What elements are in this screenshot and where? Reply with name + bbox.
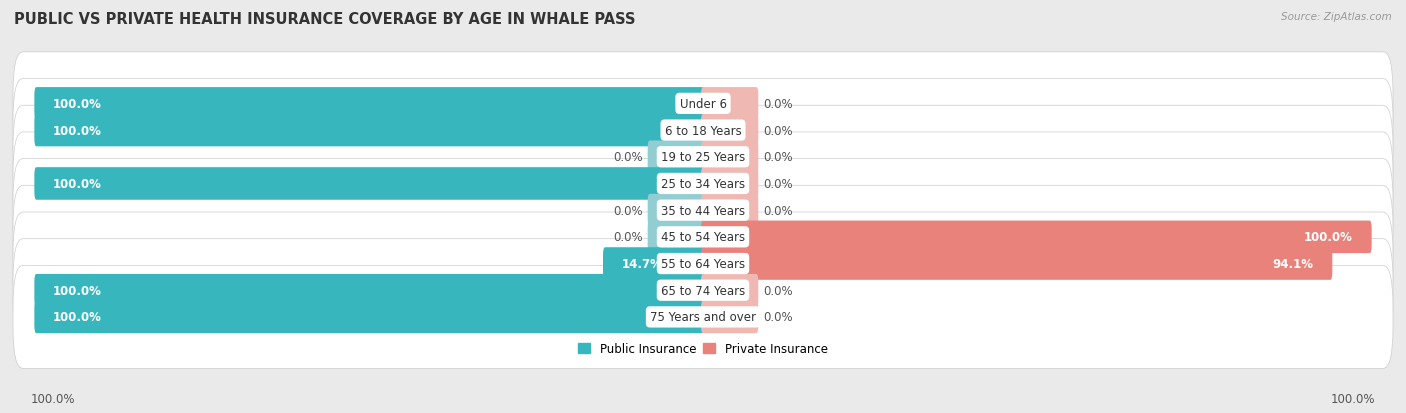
FancyBboxPatch shape <box>702 195 758 227</box>
Text: 0.0%: 0.0% <box>613 231 643 244</box>
Text: 0.0%: 0.0% <box>763 284 793 297</box>
FancyBboxPatch shape <box>702 168 758 200</box>
FancyBboxPatch shape <box>702 248 1333 280</box>
FancyBboxPatch shape <box>13 133 1393 235</box>
Text: 100.0%: 100.0% <box>1305 231 1353 244</box>
Text: 14.7%: 14.7% <box>621 257 662 271</box>
FancyBboxPatch shape <box>603 248 704 280</box>
Text: 0.0%: 0.0% <box>613 204 643 217</box>
FancyBboxPatch shape <box>34 301 704 333</box>
Text: 0.0%: 0.0% <box>763 178 793 190</box>
Text: Under 6: Under 6 <box>679 97 727 111</box>
Legend: Public Insurance, Private Insurance: Public Insurance, Private Insurance <box>574 337 832 360</box>
FancyBboxPatch shape <box>34 168 704 200</box>
FancyBboxPatch shape <box>702 141 758 173</box>
FancyBboxPatch shape <box>13 239 1393 342</box>
Text: 100.0%: 100.0% <box>53 124 101 137</box>
Text: Source: ZipAtlas.com: Source: ZipAtlas.com <box>1281 12 1392 22</box>
Text: 35 to 44 Years: 35 to 44 Years <box>661 204 745 217</box>
FancyBboxPatch shape <box>13 53 1393 156</box>
FancyBboxPatch shape <box>648 141 704 173</box>
FancyBboxPatch shape <box>34 88 704 120</box>
Text: 25 to 34 Years: 25 to 34 Years <box>661 178 745 190</box>
FancyBboxPatch shape <box>648 195 704 227</box>
Text: 6 to 18 Years: 6 to 18 Years <box>665 124 741 137</box>
Text: 65 to 74 Years: 65 to 74 Years <box>661 284 745 297</box>
Text: 0.0%: 0.0% <box>763 124 793 137</box>
Text: 100.0%: 100.0% <box>53 178 101 190</box>
Text: 0.0%: 0.0% <box>763 204 793 217</box>
Text: 100.0%: 100.0% <box>53 284 101 297</box>
FancyBboxPatch shape <box>13 106 1393 209</box>
Text: 100.0%: 100.0% <box>1330 392 1375 405</box>
FancyBboxPatch shape <box>702 301 758 333</box>
Text: 55 to 64 Years: 55 to 64 Years <box>661 257 745 271</box>
FancyBboxPatch shape <box>13 186 1393 289</box>
FancyBboxPatch shape <box>702 88 758 120</box>
Text: 75 Years and over: 75 Years and over <box>650 311 756 324</box>
FancyBboxPatch shape <box>702 274 758 307</box>
Text: 0.0%: 0.0% <box>763 97 793 111</box>
Text: PUBLIC VS PRIVATE HEALTH INSURANCE COVERAGE BY AGE IN WHALE PASS: PUBLIC VS PRIVATE HEALTH INSURANCE COVER… <box>14 12 636 27</box>
FancyBboxPatch shape <box>34 114 704 147</box>
FancyBboxPatch shape <box>34 274 704 307</box>
Text: 0.0%: 0.0% <box>763 151 793 164</box>
Text: 94.1%: 94.1% <box>1272 257 1313 271</box>
Text: 0.0%: 0.0% <box>613 151 643 164</box>
FancyBboxPatch shape <box>648 221 704 254</box>
Text: 100.0%: 100.0% <box>53 97 101 111</box>
Text: 100.0%: 100.0% <box>31 392 76 405</box>
FancyBboxPatch shape <box>13 159 1393 262</box>
FancyBboxPatch shape <box>13 79 1393 182</box>
Text: 100.0%: 100.0% <box>53 311 101 324</box>
FancyBboxPatch shape <box>13 213 1393 315</box>
FancyBboxPatch shape <box>702 114 758 147</box>
Text: 0.0%: 0.0% <box>763 311 793 324</box>
FancyBboxPatch shape <box>702 221 1372 254</box>
Text: 45 to 54 Years: 45 to 54 Years <box>661 231 745 244</box>
Text: 19 to 25 Years: 19 to 25 Years <box>661 151 745 164</box>
FancyBboxPatch shape <box>13 266 1393 368</box>
